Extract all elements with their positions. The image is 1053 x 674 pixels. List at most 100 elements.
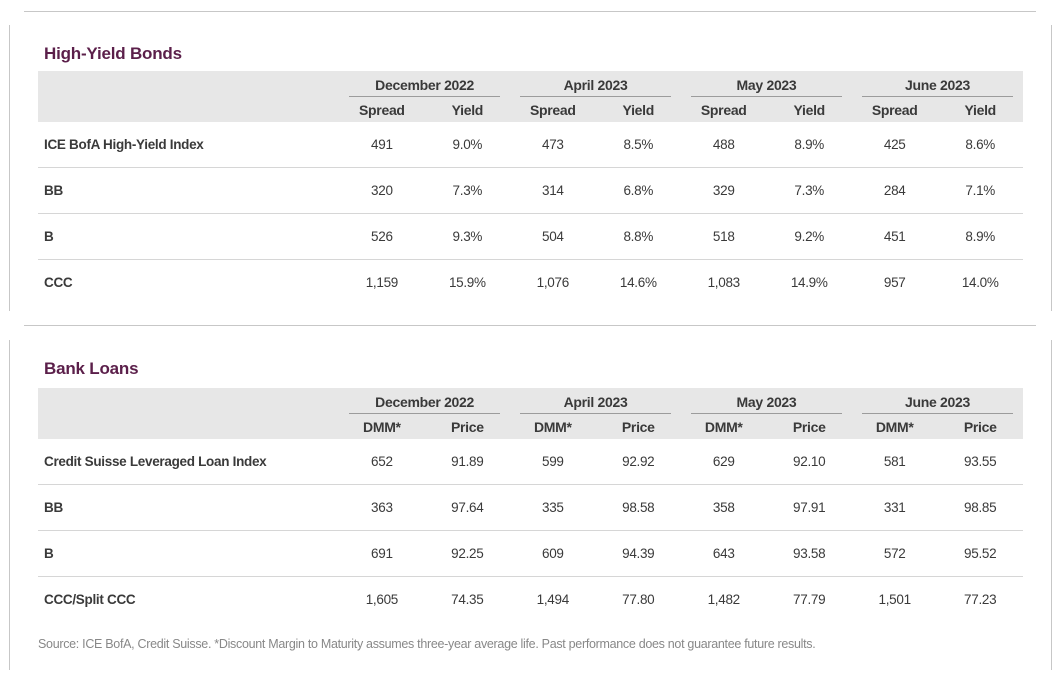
table-cell: 1,494	[536, 592, 570, 607]
table-cell: 8.9%	[766, 122, 852, 168]
table-cell: 7.3%	[424, 167, 511, 214]
table-cell: 488	[681, 122, 767, 168]
table-cell: 94.39	[595, 530, 681, 577]
empty-header-cell	[38, 71, 340, 97]
yield-header: Yield	[766, 97, 852, 122]
left-border-top	[9, 25, 10, 311]
row-label: BB	[38, 167, 340, 214]
table-cell: 643	[681, 530, 767, 577]
price-header: Price	[937, 414, 1023, 439]
table-cell: 93.58	[766, 530, 852, 577]
spread-header: Spread	[681, 97, 767, 122]
table-cell: 14.6%	[619, 275, 657, 290]
table-cell: 629	[681, 439, 767, 485]
dmm-header: DMM*	[339, 414, 425, 439]
table-cell: 314	[510, 167, 596, 214]
table-cell: 425	[851, 122, 938, 168]
period-header: April 2023	[510, 388, 681, 414]
row-label: CCC	[44, 275, 73, 290]
table-cell: 77.80	[622, 592, 655, 607]
table-cell: 1,076	[536, 275, 570, 290]
table-cell: 526	[339, 213, 425, 260]
bank-loans-title: Bank Loans	[44, 359, 139, 378]
row-label: Credit Suisse Leveraged Loan Index	[38, 439, 340, 485]
yield-header: Yield	[937, 97, 1023, 122]
table-cell: 98.85	[937, 484, 1023, 531]
table-cell: 8.9%	[937, 213, 1023, 260]
table-cell: 599	[510, 439, 596, 485]
yield-header: Yield	[424, 97, 511, 122]
table-cell: 74.35	[451, 592, 484, 607]
period-header-row: December 2022 April 2023 May 2023 June 2…	[38, 388, 1023, 414]
table-cell: 7.1%	[937, 167, 1023, 214]
table-cell: 91.89	[424, 439, 511, 485]
spread-header: Spread	[339, 97, 425, 122]
table-cell: 92.10	[766, 439, 852, 485]
row-label: CCC/Split CCC	[44, 592, 136, 607]
period-header: June 2023	[851, 388, 1023, 414]
period-header: May 2023	[681, 71, 852, 97]
right-border-top	[1051, 25, 1052, 311]
dmm-header: DMM*	[681, 414, 767, 439]
table-cell: 15.9%	[448, 275, 486, 290]
table-cell: 491	[339, 122, 425, 168]
high-yield-title: High-Yield Bonds	[44, 44, 182, 63]
subcolumn-header-row: Spread Yield Spread Yield Spread Yield S…	[38, 97, 1023, 122]
empty-header-cell	[38, 388, 340, 414]
table-cell: 98.58	[595, 484, 681, 531]
spread-header: Spread	[851, 97, 938, 122]
source-footnote: Source: ICE BofA, Credit Suisse. *Discou…	[38, 637, 816, 651]
table-row: BB 363 97.64 335 98.58 358 97.91 331 98.…	[38, 484, 1023, 531]
table-cell: 97.64	[424, 484, 511, 531]
table-cell: 473	[510, 122, 596, 168]
table-cell: 363	[339, 484, 425, 531]
table-cell: 1,083	[707, 275, 741, 290]
table-cell: 97.91	[766, 484, 852, 531]
table-cell: 7.3%	[766, 167, 852, 214]
table-cell: 9.3%	[424, 213, 511, 260]
table-cell: 331	[851, 484, 938, 531]
period-header: December 2022	[339, 71, 511, 97]
table-cell: 92.92	[595, 439, 681, 485]
table-cell: 504	[510, 213, 596, 260]
table-cell: 95.52	[937, 530, 1023, 577]
top-divider	[24, 11, 1036, 12]
table-cell: 451	[851, 213, 938, 260]
period-header: May 2023	[681, 388, 852, 414]
period-header: June 2023	[851, 71, 1023, 97]
price-header: Price	[766, 414, 852, 439]
table-cell: 581	[851, 439, 938, 485]
table-cell: 1,501	[878, 592, 912, 607]
row-label: B	[38, 213, 340, 260]
table-row: ICE BofA High-Yield Index 491 9.0% 473 8…	[38, 122, 1023, 168]
table-cell: 14.0%	[961, 275, 999, 290]
subcolumn-header-row: DMM* Price DMM* Price DMM* Price DMM* Pr…	[38, 414, 1023, 439]
table-row: CCC/Split CCC 1,605 74.35 1,494 77.80 1,…	[38, 577, 1023, 623]
table-cell: 6.8%	[595, 167, 681, 214]
table-cell: 14.9%	[790, 275, 828, 290]
table-cell: 77.23	[964, 592, 997, 607]
empty-header-cell	[38, 414, 340, 439]
row-label: ICE BofA High-Yield Index	[38, 122, 340, 168]
table-cell: 284	[851, 167, 938, 214]
table-cell: 691	[339, 530, 425, 577]
table-cell: 92.25	[424, 530, 511, 577]
spread-header: Spread	[510, 97, 596, 122]
table-cell: 1,482	[707, 592, 741, 607]
table-cell: 9.2%	[766, 213, 852, 260]
yield-header: Yield	[595, 97, 681, 122]
empty-header-cell	[38, 97, 340, 122]
dmm-header: DMM*	[851, 414, 938, 439]
table-cell: 320	[339, 167, 425, 214]
table-cell: 518	[681, 213, 767, 260]
table-cell: 1,159	[365, 275, 399, 290]
table-cell: 1,605	[365, 592, 399, 607]
table-cell: 8.6%	[937, 122, 1023, 168]
table-cell: 93.55	[937, 439, 1023, 485]
table-cell: 8.5%	[595, 122, 681, 168]
right-border-bottom	[1051, 340, 1052, 670]
table-row: BB 320 7.3% 314 6.8% 329 7.3% 284 7.1%	[38, 167, 1023, 214]
table-row: Credit Suisse Leveraged Loan Index 652 9…	[38, 439, 1023, 485]
table-row: B 691 92.25 609 94.39 643 93.58 572 95.5…	[38, 530, 1023, 577]
high-yield-table: December 2022 April 2023 May 2023 June 2…	[38, 71, 1023, 305]
